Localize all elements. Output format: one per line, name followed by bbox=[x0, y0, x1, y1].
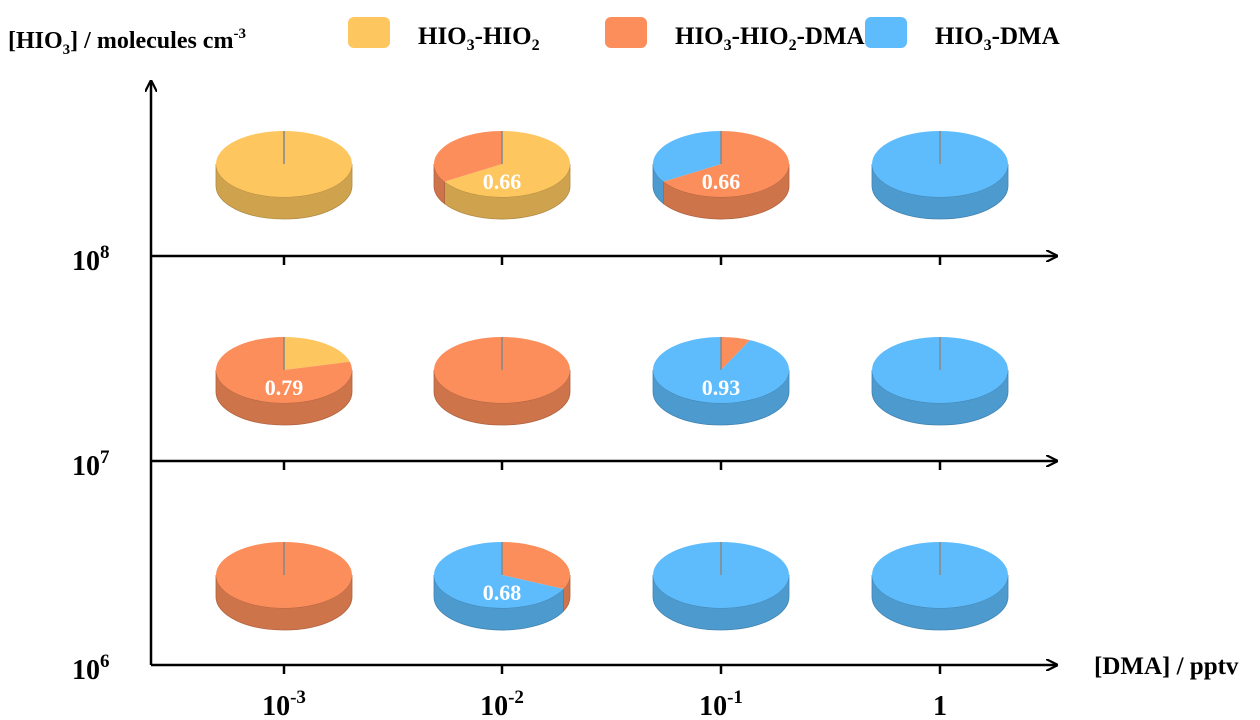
pie-slice-hio3_hio2_dma bbox=[502, 542, 571, 590]
pie-value-label: 0.93 bbox=[702, 375, 741, 400]
x-tick-labels: 10-3 10-2 10-1 1 bbox=[262, 687, 947, 720]
pie-slice-hio3_hio2 bbox=[444, 131, 570, 198]
pie-r1-c1 bbox=[433, 337, 571, 426]
legend: HIO3-HIO2 HIO3-HIO2-DMA HIO3-DMA bbox=[348, 17, 1060, 54]
pie-slice-hio3_hio2_dma bbox=[721, 337, 750, 370]
y-tick-label: 107 bbox=[72, 447, 110, 482]
pie-value-label: 0.66 bbox=[483, 169, 522, 194]
pie-value-label: 0.79 bbox=[265, 375, 304, 400]
y-tick-label: 108 bbox=[72, 242, 110, 277]
pie-r0-c1: 0.66 bbox=[433, 131, 571, 220]
x-tick-label: 10-1 bbox=[699, 687, 743, 720]
legend-label: HIO3-HIO2 bbox=[418, 23, 540, 54]
y-axis-title: [HIO3] / molecules cm-3 bbox=[8, 26, 246, 58]
pie-r2-c2 bbox=[652, 542, 790, 631]
pie-slice-hio3_hio2 bbox=[284, 337, 350, 370]
y-tick-label: 106 bbox=[72, 651, 110, 686]
legend-item-hio3_hio2: HIO3-HIO2 bbox=[348, 17, 540, 54]
pie-r0-c3 bbox=[871, 131, 1009, 220]
pie-slice-hio3_hio2_dma bbox=[663, 131, 789, 198]
tick-marks bbox=[282, 256, 942, 674]
legend-label: HIO3-HIO2-DMA bbox=[675, 23, 865, 54]
pie-r1-c2: 0.93 bbox=[652, 337, 790, 426]
pie-layer: 0.66 0.66 0.79 0.93 0.68 bbox=[215, 131, 1009, 631]
legend-swatch bbox=[605, 17, 647, 48]
pie-value-label: 0.66 bbox=[702, 169, 741, 194]
x-tick-label: 1 bbox=[933, 691, 947, 720]
pie-value-label: 0.68 bbox=[483, 580, 522, 605]
pie-slice-hio3_dma bbox=[653, 337, 790, 404]
pie-r2-c3 bbox=[871, 542, 1009, 631]
x-axis-title: [DMA] / pptv bbox=[1094, 653, 1239, 680]
x-tick-label: 10-2 bbox=[480, 687, 524, 720]
pie-slice-hio3_hio2_dma bbox=[434, 131, 502, 182]
legend-swatch bbox=[865, 17, 907, 48]
legend-item-hio3_dma: HIO3-DMA bbox=[865, 17, 1060, 54]
legend-label: HIO3-DMA bbox=[935, 23, 1060, 54]
legend-swatch bbox=[348, 17, 390, 48]
pie-r0-c0 bbox=[215, 131, 353, 220]
pie-slice-hio3_dma bbox=[653, 131, 721, 182]
pie-side-hio3_dma bbox=[433, 574, 564, 631]
pie-slice-hio3_dma bbox=[434, 542, 564, 608]
legend-item-hio3_hio2_dma: HIO3-HIO2-DMA bbox=[605, 17, 865, 54]
pie-r1-c3 bbox=[871, 337, 1009, 426]
y-tick-labels: 108 107 106 bbox=[72, 242, 110, 686]
x-tick-label: 10-3 bbox=[262, 687, 306, 720]
pie-r0-c2: 0.66 bbox=[652, 131, 790, 220]
pie-r1-c0: 0.79 bbox=[215, 337, 353, 426]
pie-r2-c0 bbox=[215, 542, 353, 631]
pie-r2-c1: 0.68 bbox=[433, 542, 571, 631]
